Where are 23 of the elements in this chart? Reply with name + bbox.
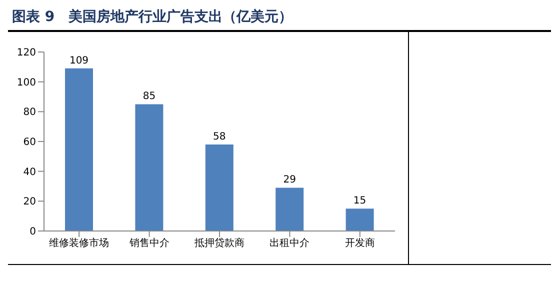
x-tick-label: 抵押贷款商 xyxy=(194,237,244,250)
y-tick-label: 80 xyxy=(23,107,36,118)
y-tick-label: 20 xyxy=(23,196,36,208)
data-label: 29 xyxy=(283,174,296,186)
bar xyxy=(135,104,164,231)
bar xyxy=(205,144,234,231)
x-tick-label: 开发商 xyxy=(344,237,375,250)
y-tick-label: 40 xyxy=(23,166,36,178)
bar xyxy=(346,208,374,231)
x-tick-label: 维修装修市场 xyxy=(49,237,110,250)
bar xyxy=(276,188,304,231)
y-tick-label: 120 xyxy=(16,48,36,59)
x-tick-label: 出租中介 xyxy=(270,237,310,250)
data-label: 15 xyxy=(353,196,366,207)
data-label: 58 xyxy=(213,131,226,142)
chart-title: 图表 9 美国房地产行业广告支出（亿美元） xyxy=(8,8,551,32)
y-tick-label: 0 xyxy=(30,226,36,238)
bar xyxy=(65,68,93,231)
y-tick-label: 100 xyxy=(16,77,36,88)
y-tick-label: 60 xyxy=(23,137,36,148)
x-tick-label: 销售中介 xyxy=(128,237,170,250)
data-label: 109 xyxy=(69,55,89,66)
data-label: 85 xyxy=(142,91,156,102)
